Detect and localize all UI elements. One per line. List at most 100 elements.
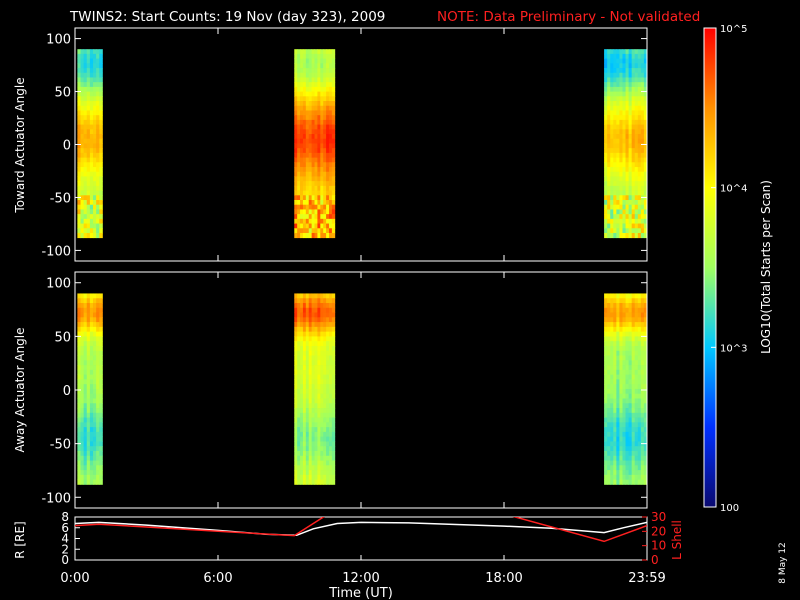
heatmap-cell xyxy=(622,152,626,158)
heatmap-cell xyxy=(637,388,642,395)
heatmap-cell xyxy=(326,446,330,452)
heatmap-cell xyxy=(637,53,642,59)
heatmap-cell xyxy=(317,355,321,361)
heatmap-cell xyxy=(604,148,608,154)
heatmap-cell xyxy=(99,72,103,78)
heatmap-cell xyxy=(326,365,330,371)
heatmap-cell xyxy=(80,331,85,337)
heatmap-cell xyxy=(625,412,630,418)
heatmap-cell xyxy=(89,441,94,447)
heatmap-cell xyxy=(607,167,611,173)
heatmap-cell xyxy=(99,162,103,168)
heatmap-cell xyxy=(77,455,81,461)
heatmap-cell xyxy=(631,72,636,78)
heatmap-cell xyxy=(604,143,608,149)
heatmap-cell xyxy=(294,465,298,471)
heatmap-cell xyxy=(311,470,315,476)
heatmap-cell xyxy=(326,218,330,224)
heatmap-cell xyxy=(631,398,636,404)
heatmap-cell xyxy=(604,218,608,224)
heatmap-cell xyxy=(607,77,611,83)
heatmap-cell xyxy=(305,129,310,135)
heatmap-cell xyxy=(314,341,318,347)
heatmap-cell xyxy=(302,326,307,333)
heatmap-cell xyxy=(323,63,327,69)
heatmap-cell xyxy=(305,326,310,333)
heatmap-cell xyxy=(637,441,642,447)
heatmap-cell xyxy=(329,218,333,224)
heatmap-cell xyxy=(93,331,97,337)
heatmap-cell xyxy=(628,49,633,55)
heatmap-cell xyxy=(80,446,85,452)
heatmap-cell xyxy=(294,157,298,163)
heatmap-cell xyxy=(326,162,330,168)
heatmap-cell xyxy=(311,143,315,149)
heatmap-cell xyxy=(329,110,333,116)
heatmap-cell xyxy=(640,298,645,304)
heatmap-cell xyxy=(625,115,630,121)
heatmap-cell xyxy=(329,398,333,404)
heatmap-cell xyxy=(610,379,614,385)
heatmap-cell xyxy=(93,124,97,130)
heatmap-cell xyxy=(305,317,310,323)
heatmap-cell xyxy=(616,223,620,229)
heatmap-cell xyxy=(93,53,97,59)
heatmap-cell xyxy=(637,345,642,352)
heatmap-cell xyxy=(297,119,301,125)
heatmap-cell xyxy=(320,345,324,352)
heatmap-cell xyxy=(323,326,327,333)
heatmap-cell xyxy=(331,355,336,361)
heatmap-cell xyxy=(613,465,617,471)
heatmap-cell xyxy=(305,86,310,92)
heatmap-cell xyxy=(311,465,315,471)
heatmap-cell xyxy=(300,58,304,64)
heatmap-cell xyxy=(314,176,318,182)
heatmap-cell xyxy=(628,369,633,375)
heatmap-cell xyxy=(616,398,620,404)
heatmap-cell xyxy=(622,86,626,92)
heatmap-cell xyxy=(634,422,639,428)
heatmap-cell xyxy=(294,303,298,309)
heatmap-cell xyxy=(308,134,313,140)
heatmap-cell xyxy=(628,303,633,309)
heatmap-cell xyxy=(640,223,645,229)
heatmap-cell xyxy=(643,181,648,187)
heatmap-cell xyxy=(323,91,327,97)
heatmap-cell xyxy=(628,408,633,414)
heatmap-cell xyxy=(628,162,633,168)
heatmap-cell xyxy=(93,350,97,356)
heatmap-cell xyxy=(314,326,318,333)
heatmap-cell xyxy=(329,72,333,78)
heatmap-cell xyxy=(89,181,94,187)
heatmap-cell xyxy=(637,431,642,438)
heatmap-cell xyxy=(640,209,645,215)
heatmap-cell xyxy=(302,214,307,220)
heatmap-cell xyxy=(96,218,100,224)
heatmap-cell xyxy=(323,200,327,206)
heatmap-cell xyxy=(86,446,91,452)
heatmap-cell xyxy=(604,232,608,239)
heatmap-cell xyxy=(616,82,620,88)
heatmap-cell xyxy=(643,228,648,234)
heatmap-cell xyxy=(610,360,614,366)
heatmap-cell xyxy=(314,350,318,356)
heatmap-cell xyxy=(631,474,636,481)
heatmap-cell xyxy=(622,422,626,428)
heatmap-cell xyxy=(317,218,321,224)
heatmap-cell xyxy=(625,369,630,375)
heatmap-cell xyxy=(308,232,313,239)
heatmap-cell xyxy=(619,369,623,375)
heatmap-cell xyxy=(326,431,330,438)
heatmap-cell xyxy=(305,446,310,452)
heatmap-cell xyxy=(616,68,620,74)
heatmap-cell xyxy=(86,101,91,107)
heatmap-cell xyxy=(311,450,315,457)
heatmap-cell xyxy=(297,360,301,366)
heatmap-cell xyxy=(89,190,94,196)
heatmap-cell xyxy=(96,157,100,163)
heatmap-cell xyxy=(311,53,315,59)
heatmap-cell xyxy=(311,408,315,414)
heatmap-cell xyxy=(628,171,633,177)
heatmap-cell xyxy=(314,379,318,385)
heatmap-cell xyxy=(300,110,304,116)
